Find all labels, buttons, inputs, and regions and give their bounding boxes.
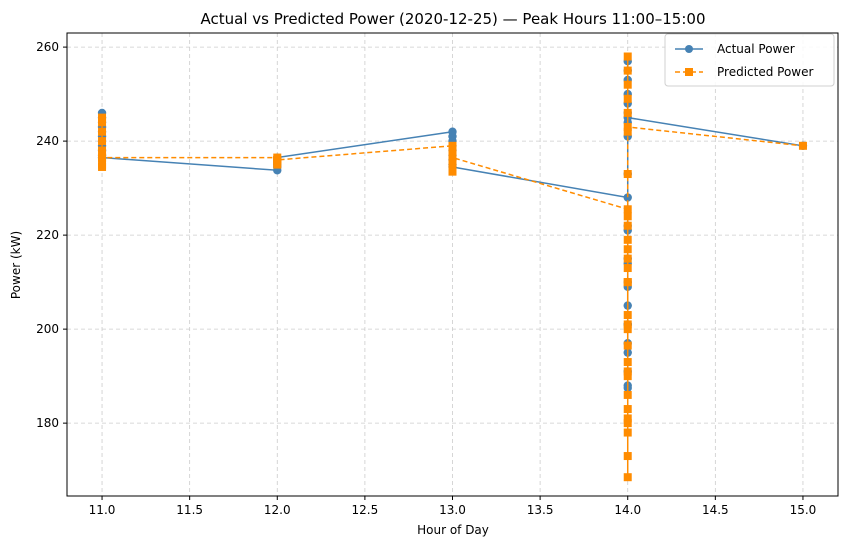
data-point-predicted [623,311,632,320]
data-point-predicted [448,141,457,150]
x-tick-label: 15.0 [790,503,817,517]
y-tick-label: 240 [36,134,59,148]
x-tick-label: 12.5 [352,503,379,517]
data-point-predicted [623,245,632,254]
y-axis-label: Power (kW) [9,231,23,299]
x-tick-label: 13.5 [527,503,554,517]
y-tick-label: 260 [36,40,59,54]
data-point-predicted [623,452,632,461]
data-point-actual [623,193,632,202]
data-point-predicted [448,153,457,162]
x-tick-label: 11.5 [176,503,203,517]
y-tick-label: 220 [36,228,59,242]
data-point-predicted [623,419,632,428]
data-point-predicted [623,414,632,423]
data-point-predicted [623,212,632,221]
plot-series [97,52,808,482]
data-point-predicted [623,94,632,103]
x-tick-label: 12.0 [264,503,291,517]
data-point-predicted [623,170,632,179]
legend: Actual Power Predicted Power [664,33,835,87]
data-point-predicted [273,160,282,169]
y-tick-label: 180 [36,416,59,430]
chart-title: Actual vs Predicted Power (2020-12-25) —… [201,10,706,28]
data-point-predicted [623,123,632,132]
legend-item-actual: Actual Power [675,42,795,56]
data-point-predicted [623,127,632,136]
x-tick-label: 11.0 [89,503,116,517]
x-tick-label: 14.0 [614,503,641,517]
legend-item-predicted: Predicted Power [675,65,813,79]
data-point-predicted [623,367,632,376]
x-tick-label: 14.5 [702,503,729,517]
data-point-predicted [623,320,632,329]
data-point-predicted [98,153,107,162]
axis-ticks: 11.0 11.5 12.0 12.5 13.0 13.5 14.0 14.5 15.0 180 2… [36,40,816,517]
data-point-predicted [623,405,632,414]
data-point-predicted [623,473,632,482]
x-tick-label: 13.0 [439,503,466,517]
data-point-predicted [98,118,107,127]
data-point-predicted [623,325,632,334]
data-point-predicted [623,66,632,75]
data-point-predicted [98,137,107,146]
legend-predicted-marker [685,68,693,76]
data-point-predicted [623,390,632,399]
series-predicted [98,52,807,482]
data-point-predicted [623,254,632,263]
x-axis-label: Hour of Day [417,523,489,537]
y-tick-label: 200 [36,322,59,336]
legend-box [664,33,835,87]
data-point-predicted [623,341,632,350]
data-point-predicted [623,221,632,230]
data-point-predicted [273,155,282,164]
data-point-predicted [623,278,632,287]
legend-actual-marker [685,45,693,53]
data-point-predicted [623,264,632,273]
data-point-predicted [623,358,632,367]
grid-lines [67,33,838,496]
data-point-predicted [623,108,632,117]
legend-actual-label: Actual Power [717,42,795,56]
data-point-predicted [98,162,107,171]
data-point-predicted [98,127,107,136]
data-point-predicted [623,205,632,214]
data-point-predicted [798,141,807,150]
data-point-predicted [98,146,107,155]
data-point-predicted [448,146,457,155]
data-point-predicted [623,52,632,61]
data-point-predicted [448,160,457,169]
data-point-predicted [448,167,457,176]
data-point-predicted [623,80,632,89]
data-point-predicted [623,235,632,244]
data-point-predicted [623,372,632,381]
legend-predicted-label: Predicted Power [717,65,813,79]
data-point-predicted [98,113,107,122]
data-point-predicted [623,428,632,437]
